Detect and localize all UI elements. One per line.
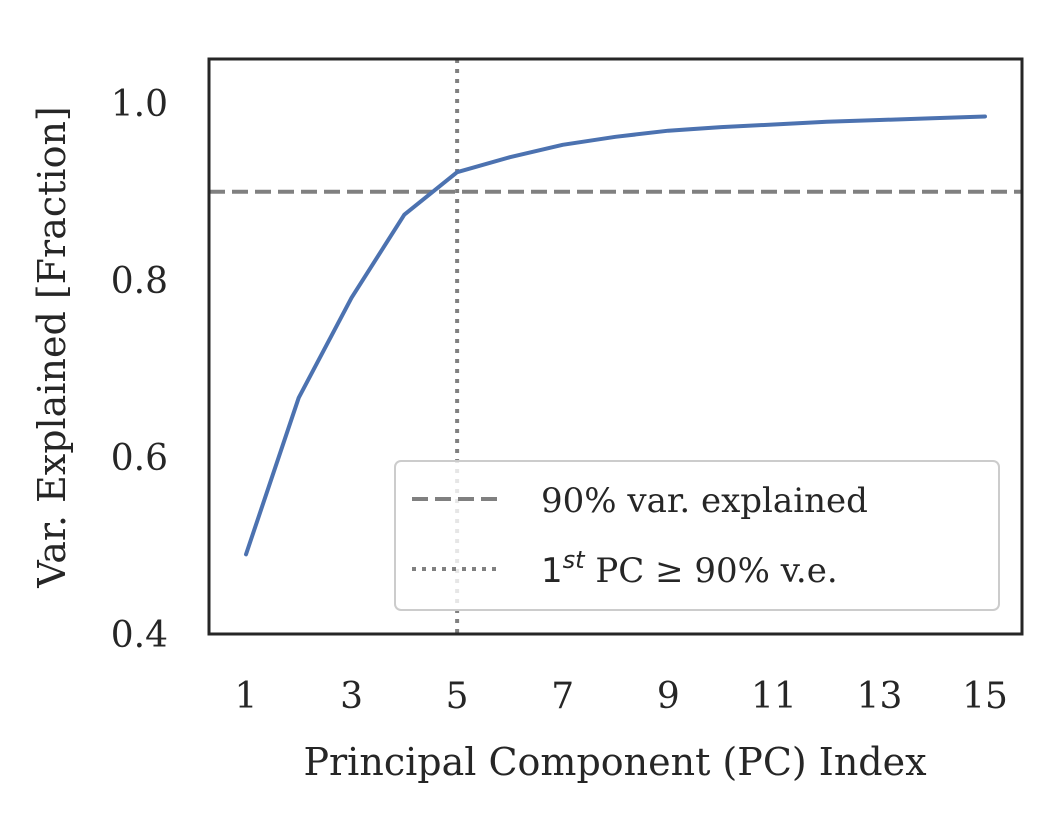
series-layer (244, 114, 987, 557)
x-tick-label: 1 (235, 676, 258, 717)
x-tick-label: 15 (962, 676, 1008, 717)
y-tick-label: 0.6 (111, 438, 168, 479)
y-axis-label: Var. Explained [Fraction] (30, 106, 74, 588)
legend-box (394, 460, 1000, 611)
x-tick-label: 13 (857, 676, 903, 717)
legend-label-90pct: 90% var. explained (541, 481, 868, 521)
x-tick-label: 7 (551, 676, 574, 717)
y-axis-ticks: 0.4 0.6 0.8 1.0 (111, 84, 168, 656)
legend-label-first-pc-rest: PC ≥ 90% v.e. (585, 551, 838, 591)
y-tick-label: 0.4 (111, 615, 168, 656)
y-tick-label: 0.8 (111, 261, 168, 302)
x-axis-label: Principal Component (PC) Index (303, 740, 926, 784)
legend-label-first-pc-sup: st (563, 546, 587, 574)
plot-frame (207, 57, 1024, 636)
x-tick-label: 11 (751, 676, 797, 717)
x-tick-label: 5 (446, 676, 469, 717)
y-tick-label: 1.0 (111, 84, 168, 125)
legend-label-first-pc: 1st PC ≥ 90% v.e. (541, 546, 838, 591)
legend-label-first-pc-base: 1 (541, 551, 563, 591)
legend: 90% var. explained 1st PC ≥ 90% v.e. (394, 460, 1000, 611)
x-axis-ticks: 1 3 5 7 9 11 13 15 (235, 676, 1008, 717)
x-tick-label: 9 (657, 676, 680, 717)
plot-area (207, 57, 1024, 636)
x-tick-label: 3 (340, 676, 363, 717)
reference-lines (209, 59, 1022, 634)
